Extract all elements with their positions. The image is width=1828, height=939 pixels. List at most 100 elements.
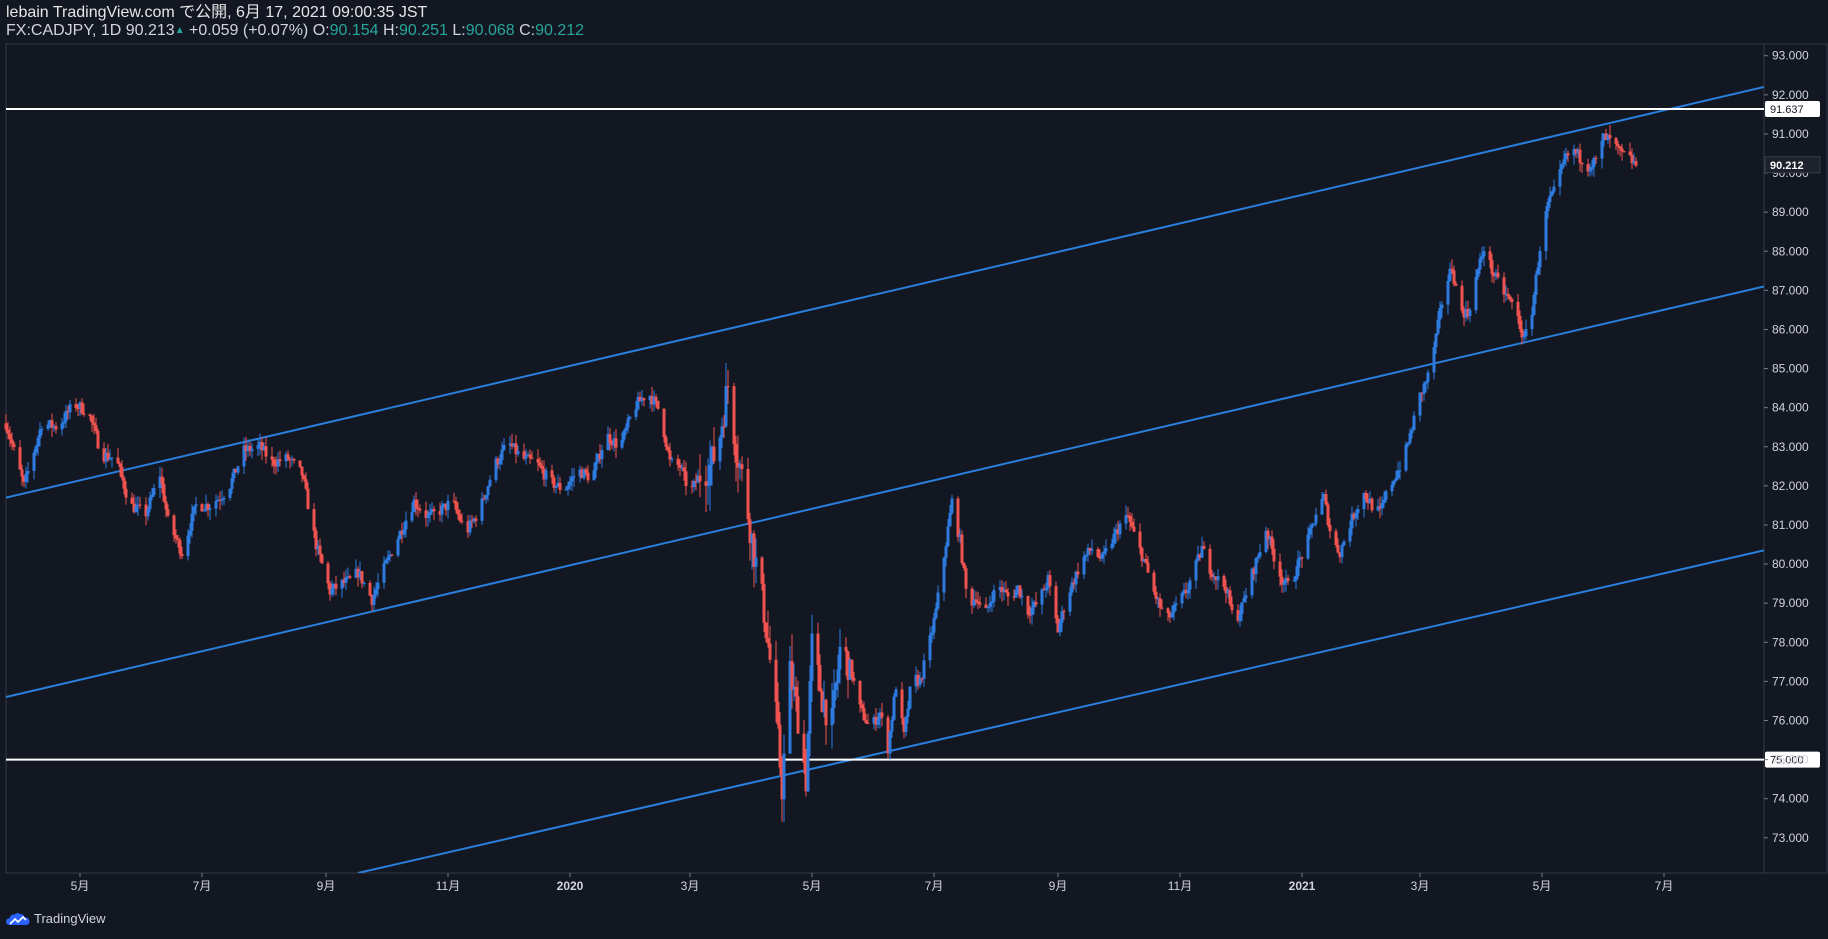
candle xyxy=(138,496,142,509)
candle xyxy=(510,433,514,450)
candle xyxy=(932,612,936,640)
candle xyxy=(1284,569,1288,592)
candle xyxy=(846,650,850,699)
x-tick-label: 7月 xyxy=(193,879,212,893)
channel-line-1[interactable] xyxy=(6,86,1764,499)
candle xyxy=(570,468,574,491)
candle-body xyxy=(892,696,896,720)
candle-body xyxy=(348,576,352,578)
candle-body xyxy=(782,753,786,800)
trend-channel[interactable] xyxy=(6,86,1764,873)
candle xyxy=(202,509,206,512)
open-label: O: xyxy=(312,22,330,39)
horizontal-levels[interactable]: 91.637 75.000 xyxy=(6,101,1820,768)
candle xyxy=(1156,596,1160,609)
candle-body xyxy=(726,386,730,388)
candle xyxy=(1462,306,1466,326)
candle xyxy=(944,542,948,567)
candle xyxy=(650,386,654,412)
candle-body xyxy=(1364,492,1368,500)
time-axis[interactable]: 5月 7月 9月 11月 2020 3月 5月 7月 9月 11月 2021 3月 5月 7月 xyxy=(71,873,1674,893)
candle xyxy=(1068,586,1072,616)
candle-body xyxy=(1166,608,1170,614)
candle xyxy=(592,462,596,481)
price-axis[interactable]: 93.00092.00091.00090.00089.00088.00087.0… xyxy=(1764,49,1821,845)
candle-body xyxy=(258,441,262,446)
candle xyxy=(1048,570,1052,596)
candle-body xyxy=(766,637,770,644)
candle xyxy=(522,443,526,461)
symbol-label[interactable]: FX:CADJPY, 1D xyxy=(6,22,122,39)
candle xyxy=(1502,272,1506,303)
candle-body xyxy=(734,443,738,463)
candle xyxy=(768,625,772,664)
candle-body xyxy=(398,531,402,540)
y-tick-label: 92.000 xyxy=(1772,88,1809,102)
candle xyxy=(1258,543,1262,560)
candle-body xyxy=(1466,308,1470,316)
candle-body xyxy=(654,396,658,401)
candle-body xyxy=(1020,596,1024,598)
candle xyxy=(76,404,80,417)
candle xyxy=(318,538,322,562)
candle-body xyxy=(754,557,758,567)
candle xyxy=(1438,301,1442,329)
candle xyxy=(88,413,92,421)
candle-body xyxy=(1000,587,1004,593)
candle-body xyxy=(388,554,392,557)
candle xyxy=(230,472,234,494)
candle-body xyxy=(862,708,866,721)
candle-body xyxy=(382,563,386,583)
candle-body xyxy=(594,461,598,471)
candle-body xyxy=(1308,527,1312,535)
candle-body xyxy=(1074,571,1078,585)
candle-body xyxy=(148,497,152,509)
candle-body xyxy=(1382,499,1386,504)
candle xyxy=(1238,604,1242,627)
x-tick-label: 7月 xyxy=(1655,879,1674,893)
candle xyxy=(218,491,222,510)
candle-body xyxy=(610,443,614,446)
candle xyxy=(1084,554,1088,561)
candle xyxy=(764,621,768,643)
candle-body xyxy=(1238,614,1242,621)
candle xyxy=(788,646,792,754)
candle xyxy=(272,457,276,474)
candle-body xyxy=(172,515,176,536)
channel-line-2[interactable] xyxy=(6,285,1764,699)
candle-body xyxy=(1296,559,1300,577)
candle-body xyxy=(874,716,878,725)
candle-body xyxy=(1594,157,1598,159)
candle-body xyxy=(306,488,310,510)
candle-body xyxy=(130,497,134,504)
candle-body xyxy=(1530,314,1534,329)
candle-body xyxy=(488,479,492,487)
candle-body xyxy=(712,446,716,462)
candle xyxy=(178,537,182,560)
candle-body xyxy=(680,467,684,469)
candle-body xyxy=(922,660,926,679)
candle xyxy=(622,429,626,444)
candle-body xyxy=(768,643,772,660)
channel-line-3[interactable] xyxy=(357,549,1764,873)
candle-body xyxy=(508,443,512,445)
candle-body xyxy=(290,458,294,460)
candle xyxy=(970,586,974,614)
tradingview-logo[interactable]: TradingView xyxy=(6,911,106,926)
candle-body xyxy=(498,460,502,465)
candle xyxy=(216,495,220,502)
candle-body xyxy=(564,489,568,491)
candle-body xyxy=(1474,277,1478,311)
candle xyxy=(1208,544,1212,580)
candle xyxy=(342,571,346,588)
candle-body xyxy=(960,534,964,564)
candle-body xyxy=(806,733,810,792)
candle-body xyxy=(804,762,808,792)
candle-body xyxy=(1384,491,1388,500)
candle-body xyxy=(106,452,110,460)
candle-body xyxy=(1270,536,1274,549)
candle xyxy=(1420,392,1424,402)
candle xyxy=(1306,526,1310,561)
candle-body xyxy=(1464,308,1468,318)
